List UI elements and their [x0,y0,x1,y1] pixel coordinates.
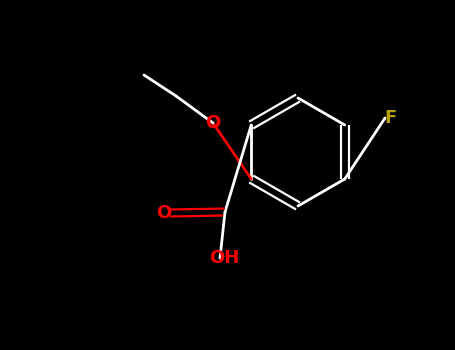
Text: OH: OH [209,249,239,267]
Text: O: O [157,204,172,222]
Text: O: O [205,114,221,132]
Text: F: F [385,109,397,127]
